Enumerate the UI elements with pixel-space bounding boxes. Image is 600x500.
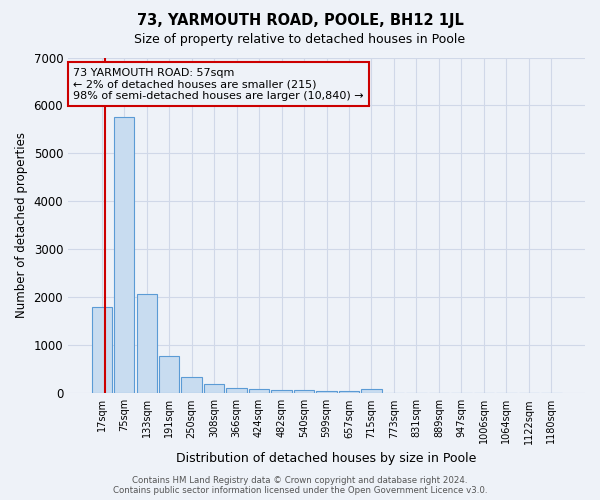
- Bar: [361, 388, 382, 394]
- Bar: [249, 389, 269, 394]
- Text: 73 YARMOUTH ROAD: 57sqm
← 2% of detached houses are smaller (215)
98% of semi-de: 73 YARMOUTH ROAD: 57sqm ← 2% of detached…: [73, 68, 364, 101]
- Bar: [204, 384, 224, 394]
- Bar: [271, 390, 292, 394]
- Bar: [159, 356, 179, 394]
- Bar: [316, 391, 337, 394]
- Text: Size of property relative to detached houses in Poole: Size of property relative to detached ho…: [134, 32, 466, 46]
- Bar: [114, 118, 134, 394]
- Text: 73, YARMOUTH ROAD, POOLE, BH12 1JL: 73, YARMOUTH ROAD, POOLE, BH12 1JL: [137, 12, 463, 28]
- Bar: [226, 388, 247, 394]
- X-axis label: Distribution of detached houses by size in Poole: Distribution of detached houses by size …: [176, 452, 477, 465]
- Text: Contains HM Land Registry data © Crown copyright and database right 2024.
Contai: Contains HM Land Registry data © Crown c…: [113, 476, 487, 495]
- Bar: [294, 390, 314, 394]
- Y-axis label: Number of detached properties: Number of detached properties: [15, 132, 28, 318]
- Bar: [137, 294, 157, 394]
- Bar: [181, 377, 202, 394]
- Bar: [339, 392, 359, 394]
- Bar: [92, 307, 112, 394]
